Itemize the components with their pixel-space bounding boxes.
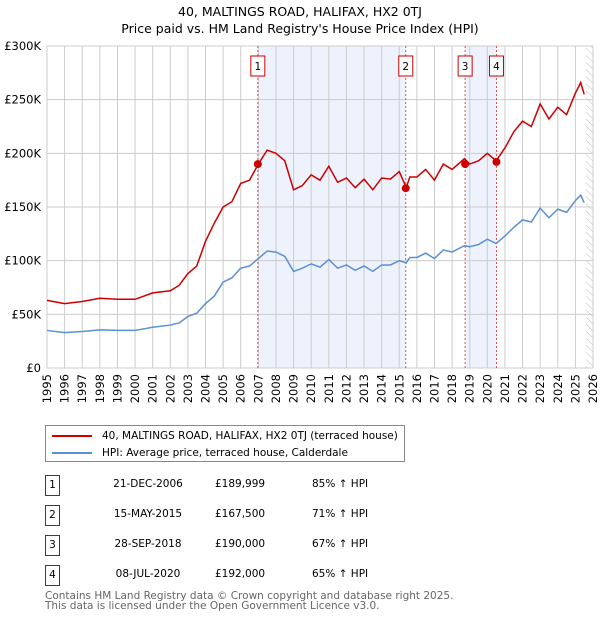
footer-line-1: Contains HM Land Registry data © Crown c… <box>45 590 454 602</box>
table-row: 3 28-SEP-2018 £190,000 67% ↑ HPI <box>45 535 425 556</box>
sale-label: 2 <box>402 61 409 73</box>
x-tick-label: 2023 <box>533 374 547 403</box>
sale-label-box <box>398 55 414 77</box>
sale-point <box>253 160 262 169</box>
table-row: 2 15-MAY-2015 £167,500 71% ↑ HPI <box>45 505 425 526</box>
x-tick-label: 2018 <box>445 374 459 403</box>
sale-point <box>401 184 410 193</box>
sale-price: £192,000 <box>215 568 266 580</box>
sale-price: £167,500 <box>215 508 266 520</box>
x-tick-label: 1997 <box>75 374 89 403</box>
x-tick-label: 2021 <box>498 374 512 403</box>
x-tick-label: 2020 <box>480 374 494 403</box>
sale-date: 15-MAY-2015 <box>113 508 183 520</box>
sale-label-box <box>250 55 266 77</box>
sale-hpi-change: 65% ↑ HPI <box>312 568 369 580</box>
y-tick-label: £50K <box>12 307 42 321</box>
table-row: 4 08-JUL-2020 £192,000 65% ↑ HPI <box>45 565 425 586</box>
y-tick-label: £100K <box>4 254 41 268</box>
sale-label-box <box>488 55 504 77</box>
x-tick-label: 2001 <box>146 374 160 403</box>
x-tick-label: 1999 <box>110 374 124 403</box>
sale-hpi-change: 85% ↑ HPI <box>312 478 369 490</box>
hpi-line <box>46 193 585 334</box>
sale-number-box: 4 <box>45 565 60 586</box>
y-tick-label: £200K <box>4 146 41 160</box>
x-tick-label: 2022 <box>516 374 530 403</box>
x-tick-label: 2019 <box>463 374 477 403</box>
sale-price: £190,000 <box>215 538 266 550</box>
x-tick-label: 2002 <box>163 374 177 403</box>
legend-label-hpi: HPI: Average price, terraced house, Cald… <box>102 447 348 459</box>
legend-label-property: 40, MALTINGS ROAD, HALIFAX, HX2 0TJ (ter… <box>102 430 398 442</box>
x-tick-label: 2024 <box>551 374 565 403</box>
sale-hpi-change: 71% ↑ HPI <box>312 508 369 520</box>
x-tick-label: 2017 <box>427 374 441 403</box>
y-tick-label: £250K <box>4 93 41 107</box>
sale-hpi-change: 67% ↑ HPI <box>312 538 369 550</box>
x-tick-label: 1995 <box>40 374 54 403</box>
y-tick-label: £0 <box>26 361 41 375</box>
legend: 40, MALTINGS ROAD, HALIFAX, HX2 0TJ (ter… <box>45 425 405 462</box>
x-tick-label: 2010 <box>304 374 318 403</box>
sale-label: 4 <box>493 61 500 73</box>
sale-price: £189,999 <box>215 478 266 490</box>
chart-subtitle: Price paid vs. HM Land Registry's House … <box>121 21 479 36</box>
x-tick-label: 2015 <box>392 374 406 403</box>
chart-title: 40, MALTINGS ROAD, HALIFAX, HX2 0TJ <box>178 4 422 19</box>
x-tick-label: 2006 <box>234 374 248 403</box>
x-tick-label: 2011 <box>322 374 336 403</box>
legend-item-hpi: HPI: Average price, terraced house, Cald… <box>52 445 348 461</box>
x-tick-label: 2025 <box>568 374 582 403</box>
sale-label: 3 <box>462 61 469 73</box>
plot-frame <box>46 45 594 369</box>
x-tick-label: 2007 <box>251 374 265 403</box>
x-tick-label: 2008 <box>269 374 283 403</box>
y-tick-label: £300K <box>4 39 41 53</box>
x-tick-label: 2013 <box>357 374 371 403</box>
x-tick-label: 2005 <box>216 374 230 403</box>
property-price-line <box>46 80 585 305</box>
price-chart: 1995 1996 1997 1998 1999 2000 2001 2002 2003 2004… <box>4 39 600 403</box>
sale-number-box: 1 <box>45 475 60 496</box>
footer-line-2: This data is licensed under the Open Gov… <box>45 600 380 612</box>
x-tick-label: 2004 <box>199 374 213 403</box>
x-tick-label: 2000 <box>128 374 142 403</box>
sale-label-box <box>457 55 473 77</box>
legend-item-property: 40, MALTINGS ROAD, HALIFAX, HX2 0TJ (ter… <box>52 428 398 444</box>
x-tick-label: 2016 <box>410 374 424 403</box>
x-tick-label: 2026 <box>586 374 600 403</box>
legend-swatch-blue <box>52 452 92 454</box>
y-tick-label: £150K <box>4 200 41 214</box>
x-tick-label: 1996 <box>58 374 72 403</box>
x-tick-label: 2003 <box>181 374 195 403</box>
sale-point <box>492 157 501 166</box>
sale-number-box: 3 <box>45 535 60 556</box>
sale-date: 21-DEC-2006 <box>113 478 183 490</box>
sale-point <box>461 160 470 169</box>
x-tick-label: 2009 <box>287 374 301 403</box>
table-row: 1 21-DEC-2006 £189,999 85% ↑ HPI <box>45 475 425 496</box>
sale-date: 08-JUL-2020 <box>115 568 181 580</box>
legend-swatch-red <box>52 435 92 437</box>
sale-label: 1 <box>254 61 261 73</box>
x-tick-label: 2012 <box>339 374 353 403</box>
x-tick-label: 2014 <box>375 374 389 403</box>
sale-number-box: 2 <box>45 505 60 526</box>
sale-date: 28-SEP-2018 <box>114 538 182 550</box>
x-tick-label: 1998 <box>93 374 107 403</box>
